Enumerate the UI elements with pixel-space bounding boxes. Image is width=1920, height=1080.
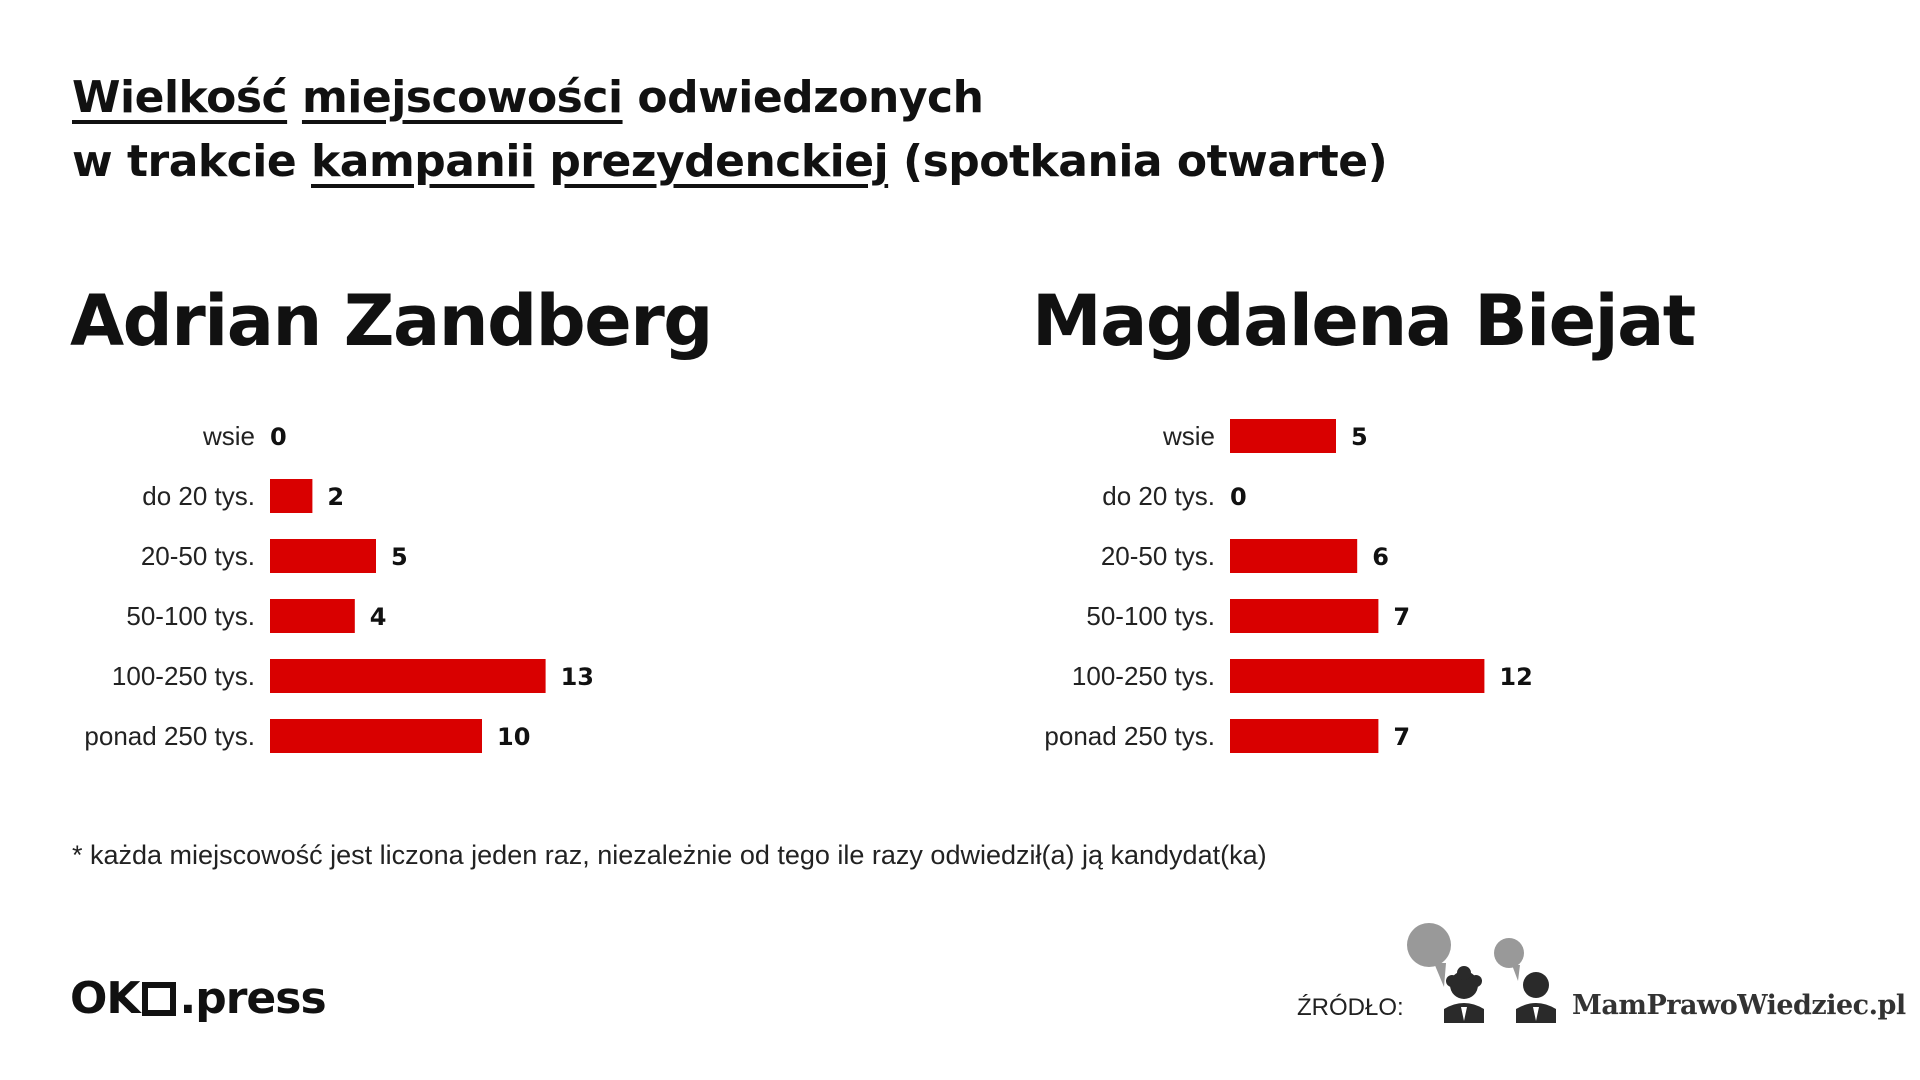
bar xyxy=(1230,659,1485,693)
value-label: 12 xyxy=(1499,663,1532,691)
footnote: * każda miejscowość jest liczona jeden r… xyxy=(72,840,1267,870)
category-label: 100-250 tys. xyxy=(1072,661,1215,691)
category-label: do 20 tys. xyxy=(1102,481,1215,511)
okopress-logo[interactable]: OK .press xyxy=(70,973,327,1024)
bar xyxy=(270,719,482,753)
speech-bubbles-people-icon xyxy=(1407,923,1556,1023)
bar xyxy=(270,599,355,633)
title-word: kampanii xyxy=(311,136,535,187)
bar xyxy=(1230,419,1336,453)
category-label: do 20 tys. xyxy=(142,481,255,511)
category-label: ponad 250 tys. xyxy=(84,721,255,751)
bar xyxy=(270,539,376,573)
chart-title: Wielkość miejscowości odwiedzonych w tra… xyxy=(72,66,1388,194)
category-label: ponad 250 tys. xyxy=(1044,721,1215,751)
value-label: 4 xyxy=(370,603,387,631)
bar-chart-biejat: wsie 5 do 20 tys. 0 20-50 tys. 6 50-100 tys. 7 1… xyxy=(1044,419,1533,753)
value-label: 0 xyxy=(1230,483,1247,511)
bar xyxy=(270,479,313,513)
value-label: 5 xyxy=(391,543,408,571)
title-word: miejscowości xyxy=(301,72,623,123)
bar xyxy=(1230,539,1358,573)
source-name[interactable]: MamPrawoWiedziec.pl xyxy=(1572,990,1906,1021)
category-label: 20-50 tys. xyxy=(141,541,255,571)
bar-chart-zandberg: wsie 0 do 20 tys. 2 20-50 tys. 5 50-100 tys. 4 1… xyxy=(84,421,594,753)
title-word: Wielkość xyxy=(72,72,288,123)
candidate-name-biejat: Magdalena Biejat xyxy=(1032,280,1696,362)
category-label: 100-250 tys. xyxy=(112,661,255,691)
value-label: 0 xyxy=(270,423,287,451)
category-label: wsie xyxy=(202,421,255,451)
title-line-1: Wielkość miejscowości odwiedzonych xyxy=(72,66,1387,130)
category-label: 20-50 tys. xyxy=(1101,541,1215,571)
value-label: 7 xyxy=(1393,603,1410,631)
logo-text-ok: OK xyxy=(70,973,140,1024)
value-label: 6 xyxy=(1372,543,1389,571)
value-label: 7 xyxy=(1393,723,1410,751)
bar xyxy=(1230,599,1379,633)
value-label: 2 xyxy=(327,483,344,511)
logo-text-press: .press xyxy=(179,973,327,1024)
category-label: wsie xyxy=(1162,421,1215,451)
category-label: 50-100 tys. xyxy=(126,601,255,631)
title-word: (spotkania otwarte) xyxy=(902,136,1388,187)
value-label: 10 xyxy=(497,723,530,751)
value-label: 5 xyxy=(1351,423,1368,451)
source-label: ŹRÓDŁO: xyxy=(1297,994,1404,1021)
value-label: 13 xyxy=(561,663,594,691)
title-word: prezydenckiej xyxy=(549,136,889,187)
category-label: 50-100 tys. xyxy=(1086,601,1215,631)
bar xyxy=(1230,719,1379,753)
logo-square-icon xyxy=(141,981,176,1016)
candidate-name-zandberg: Adrian Zandberg xyxy=(70,280,713,362)
title-line-2: w trakcie kampanii prezydenckiej (spotka… xyxy=(72,130,1388,194)
title-word: odwiedzonych xyxy=(637,72,984,123)
title-word: w trakcie xyxy=(72,136,297,187)
bar xyxy=(270,659,546,693)
